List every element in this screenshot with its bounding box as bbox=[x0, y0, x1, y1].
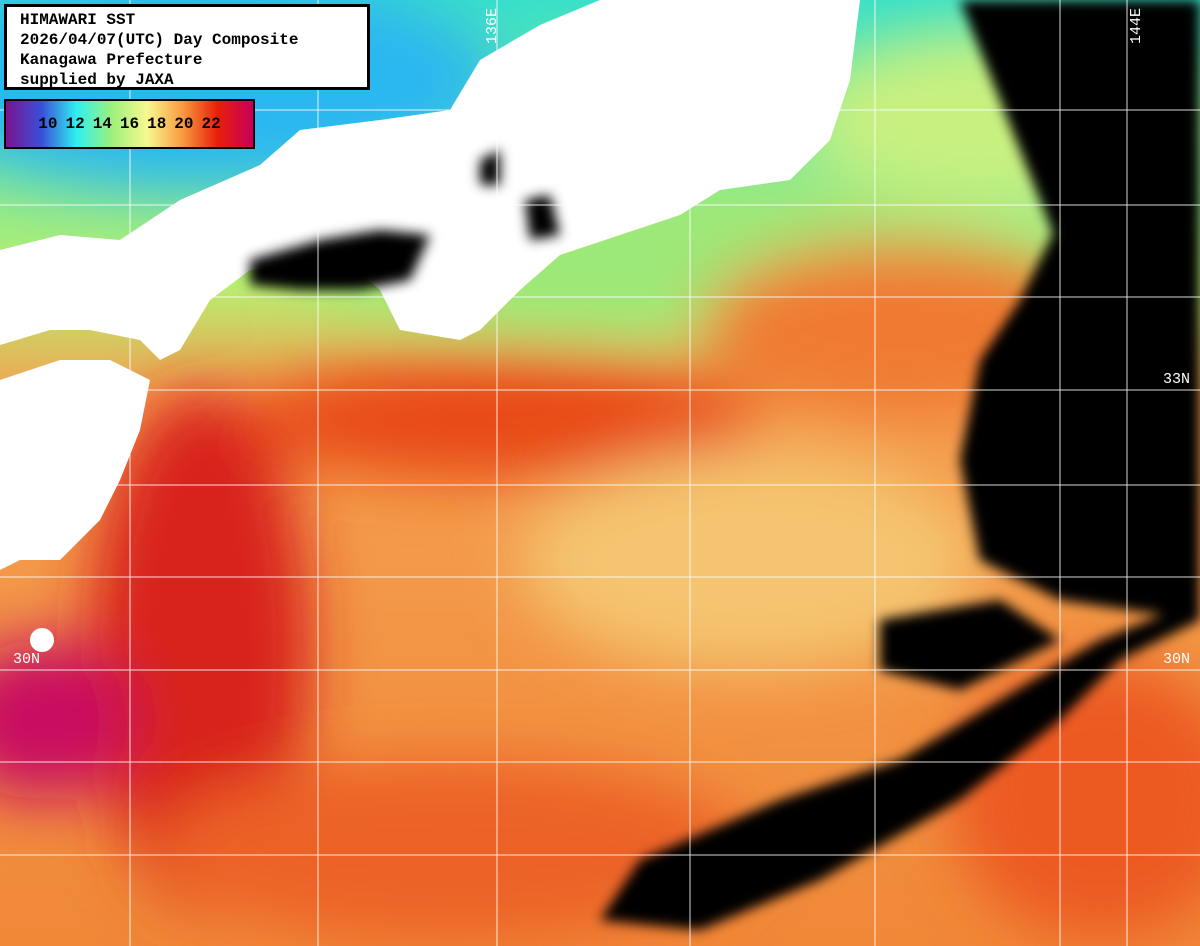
legend-tick: 12 bbox=[65, 115, 85, 133]
cloud-mask bbox=[250, 0, 1200, 930]
lat-label-33n: 33N bbox=[1163, 371, 1191, 388]
lat-label-30n-left: 30N bbox=[13, 651, 41, 668]
legend-tick: 16 bbox=[119, 115, 140, 133]
title-box: HIMAWARI SST 2026/04/07(UTC) Day Composi… bbox=[4, 4, 370, 90]
legend-tick: 20 bbox=[174, 115, 194, 133]
title-credit: supplied by JAXA bbox=[20, 71, 174, 89]
color-scale-legend: 10 12 14 16 18 20 22 bbox=[4, 99, 255, 149]
legend-tick: 22 bbox=[201, 115, 221, 133]
legend-tick: 10 bbox=[38, 115, 58, 133]
lon-label-144e: 144E bbox=[1128, 7, 1145, 44]
title-line: HIMAWARI SST bbox=[20, 11, 136, 29]
lon-label-136e: 136E bbox=[484, 7, 501, 44]
title-date: 2026/04/07(UTC) Day Composite bbox=[20, 31, 299, 49]
legend-tick: 18 bbox=[147, 115, 167, 133]
land bbox=[0, 0, 860, 652]
lat-label-30n-right: 30N bbox=[1163, 651, 1191, 668]
legend-tick: 14 bbox=[92, 115, 112, 133]
title-region: Kanagawa Prefecture bbox=[20, 51, 203, 69]
